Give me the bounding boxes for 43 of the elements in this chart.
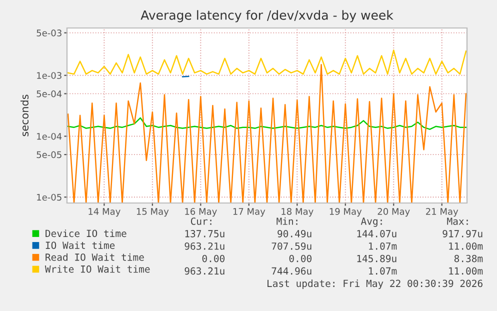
y-tick-label: 1e-05 <box>37 194 62 201</box>
text: 917.97u <box>442 230 482 238</box>
text: Cur: <box>190 218 212 225</box>
legend-label: Read IO Wait time <box>46 253 144 261</box>
text: Avg: <box>360 218 382 227</box>
text: 11.00m <box>449 267 483 275</box>
chart-title: Average latency for /dev/xvda - by week <box>140 10 394 22</box>
x-tick-label: 15 May <box>136 208 169 217</box>
y-tick-label: 5e-05 <box>36 151 62 158</box>
y-axis-title: seconds <box>20 94 29 136</box>
text: 1.07m <box>369 267 397 275</box>
text: 90.49u <box>278 230 312 238</box>
line-series <box>67 117 467 130</box>
y-tick-label: 5e-03 <box>36 30 62 36</box>
legend-label: Device IO time <box>46 230 126 238</box>
text: 8.38m <box>454 254 483 262</box>
text: 963.21u <box>184 267 224 275</box>
x-tick-label: 18 May <box>282 208 314 217</box>
y-tick-label: 1e-04 <box>37 132 62 140</box>
text: 744.96u <box>272 267 312 275</box>
x-tick-label: 19 May <box>330 208 362 217</box>
x-tick-label: 21 May <box>426 208 458 217</box>
line-series <box>67 49 467 75</box>
text: 0.00 <box>289 254 312 262</box>
text: 11.00m <box>449 242 483 250</box>
y-tick-label: 5e-04 <box>36 90 62 98</box>
text: 707.59u <box>272 242 312 250</box>
x-tick-label: 16 May <box>185 208 217 217</box>
x-tick-label: 17 May <box>233 208 266 217</box>
y-tick-label: 1e-03 <box>37 72 62 79</box>
text: 145.89u <box>357 254 396 262</box>
text: Min: <box>276 217 298 225</box>
x-tick-label: 14 May <box>88 208 120 217</box>
text: 1.07m <box>369 242 397 250</box>
text: 144.07u <box>357 230 396 238</box>
text: 0.00 <box>202 254 225 262</box>
x-tick-label: 20 May <box>378 208 410 217</box>
text: Last update: Fri May 22 00:30:39 2026 <box>268 280 482 289</box>
legend-label: IO Wait time <box>46 241 115 249</box>
text: Max: <box>447 218 468 225</box>
legend-label: Write IO Wait time <box>44 265 150 273</box>
text: 963.21u <box>184 242 224 250</box>
text: 137.75u <box>185 230 224 238</box>
